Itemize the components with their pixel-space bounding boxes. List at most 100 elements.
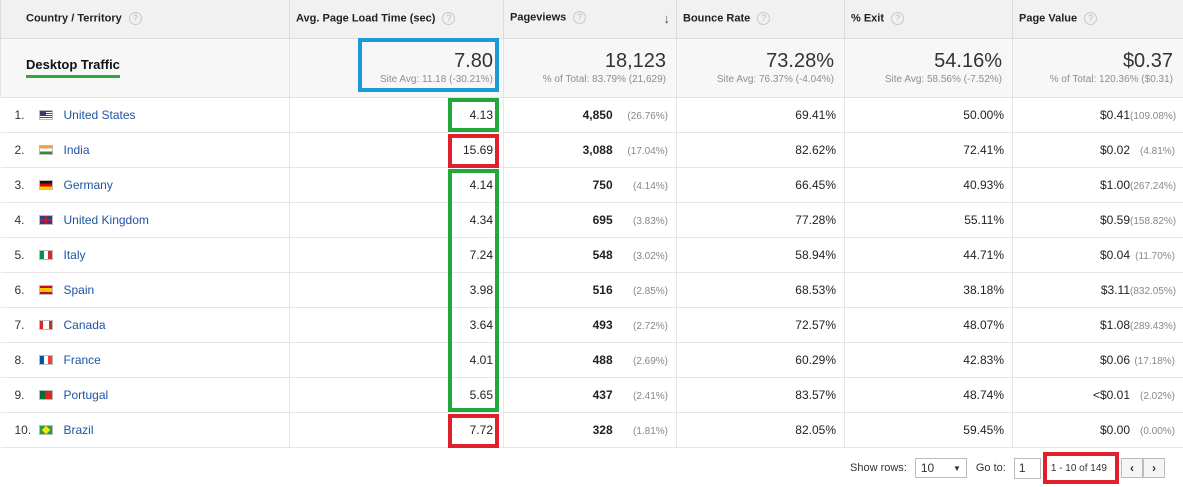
row-rank: 1. xyxy=(14,107,25,122)
flag-canton xyxy=(39,110,46,116)
page-value-percent: (2.02%) xyxy=(1139,390,1175,402)
bounce-rate-value: 66.45% xyxy=(795,177,836,192)
pageviews-value: 548 xyxy=(592,247,613,262)
country-link[interactable]: India xyxy=(63,142,90,157)
pagination-nav: ‹ › xyxy=(1120,458,1165,478)
table-row: 9. Portugal 5.65 437 (2.41%) 83.57% 48.74% <$0… xyxy=(0,377,1183,413)
row-rank: 10. xyxy=(14,422,32,437)
page-value-cell: $0.00 (0.00%) xyxy=(1012,412,1183,448)
page-value-percent: (289.43%) xyxy=(1130,320,1177,332)
bounce-rate-value: 60.29% xyxy=(795,352,836,367)
bounce-rate-cell: 82.62% xyxy=(676,132,845,168)
page-value-cell: $1.00(267.24%) xyxy=(1012,167,1183,203)
country-link[interactable]: United States xyxy=(63,107,136,122)
pageviews-percent: (17.04%) xyxy=(627,145,668,157)
flag-in-icon xyxy=(38,144,53,155)
sort-descending-icon[interactable]: ↓ xyxy=(663,11,671,27)
country-link[interactable]: Spain xyxy=(63,282,95,297)
flag-es-icon xyxy=(38,284,53,295)
exit-cell: 50.00% xyxy=(844,97,1013,133)
load-time-cell: 4.14 xyxy=(289,167,504,203)
country-link[interactable]: Brazil xyxy=(63,422,94,437)
pageviews-value: 750 xyxy=(592,177,613,192)
bounce-rate-value: 68.53% xyxy=(795,282,836,297)
pageviews-value: 437 xyxy=(592,387,613,402)
summary-page-value: $0.37 % of Total: 120.36% ($0.31) xyxy=(1012,37,1183,98)
pagination-range: 1 - 10 of 149 xyxy=(1050,462,1107,474)
pageviews-cell: 516 (2.85%) xyxy=(503,272,677,308)
help-icon[interactable]: ? xyxy=(1084,12,1098,26)
goto-input[interactable]: 1 xyxy=(1013,457,1041,479)
exit-value: 48.07% xyxy=(963,317,1004,332)
exit-value: 38.18% xyxy=(963,282,1004,297)
country-link[interactable]: United Kingdom xyxy=(63,212,149,227)
pageviews-percent: (2.72%) xyxy=(632,320,668,332)
country-cell: 1. United States xyxy=(0,97,290,133)
col-header-exit[interactable]: % Exit? xyxy=(844,0,1013,39)
page-value-value: $1.08 xyxy=(1099,317,1130,332)
exit-cell: 40.93% xyxy=(844,167,1013,203)
pageviews-percent: (2.41%) xyxy=(632,390,668,402)
next-page-button[interactable]: › xyxy=(1142,458,1165,478)
help-icon[interactable]: ? xyxy=(757,12,771,26)
help-icon[interactable]: ? xyxy=(573,11,587,25)
row-rank: 9. xyxy=(14,387,25,402)
exit-cell: 72.41% xyxy=(844,132,1013,168)
rows-body: 1. United States 4.13 4,850 (26.76%) 69.41% 5… xyxy=(0,97,1183,448)
bounce-rate-cell: 77.28% xyxy=(676,202,845,238)
prev-page-button[interactable]: ‹ xyxy=(1120,458,1143,478)
page-value-value: $0.00 xyxy=(1099,422,1130,437)
col-header-page-value[interactable]: Page Value? xyxy=(1012,0,1183,39)
country-link[interactable]: Italy xyxy=(63,247,86,262)
country-cell: 6. Spain xyxy=(0,272,290,308)
bounce-rate-value: 83.57% xyxy=(795,387,836,402)
page-value-value: $3.11 xyxy=(1100,282,1130,297)
country-cell: 3. Germany xyxy=(0,167,290,203)
country-link[interactable]: Canada xyxy=(63,317,106,332)
load-time-cell: 3.64 xyxy=(289,307,504,343)
flag-fr-icon xyxy=(38,354,53,365)
country-link[interactable]: France xyxy=(63,352,101,367)
col-header-pageviews[interactable]: Pageviews? ↓ xyxy=(503,0,677,39)
show-rows-select[interactable]: 10 ▼ xyxy=(914,458,967,478)
flag-us-icon xyxy=(38,109,53,120)
page-value-percent: (0.00%) xyxy=(1139,425,1175,437)
row-rank: 5. xyxy=(14,247,25,262)
col-header-bounce-rate[interactable]: Bounce Rate? xyxy=(676,0,845,39)
country-link[interactable]: Germany xyxy=(63,177,113,192)
load-time-value: 7.24 xyxy=(469,247,493,262)
col-header-load-time[interactable]: Avg. Page Load Time (sec)? xyxy=(289,0,504,39)
country-cell: 7. Canada xyxy=(0,307,290,343)
country-cell: 4. United Kingdom xyxy=(0,202,290,238)
goto-label: Go to: xyxy=(975,462,1006,474)
header-row: Country / Territory? Avg. Page Load Time… xyxy=(0,0,1183,39)
load-time-value: 4.01 xyxy=(469,352,493,367)
load-time-value: 7.72 xyxy=(469,422,493,437)
help-icon[interactable]: ? xyxy=(128,12,142,26)
table-row: 10. Brazil 7.72 328 (1.81%) 82.05% 59.45% $0.0… xyxy=(0,412,1183,448)
load-time-cell: 7.24 xyxy=(289,237,504,273)
pageviews-value: 3,088 xyxy=(582,142,613,157)
country-link[interactable]: Portugal xyxy=(63,387,109,402)
summary-pageviews: 18,123 % of Total: 83.79% (21,629) xyxy=(503,37,677,98)
row-rank: 4. xyxy=(14,212,25,227)
help-icon[interactable]: ? xyxy=(442,12,456,26)
report-table: Country / Territory? Avg. Page Load Time… xyxy=(0,0,1183,448)
page-value-percent: (17.18%) xyxy=(1134,355,1175,367)
page-value-value: $1.00 xyxy=(1099,177,1130,192)
page-value-cell: $0.02 (4.81%) xyxy=(1012,132,1183,168)
help-icon[interactable]: ? xyxy=(891,12,905,26)
load-time-value: 5.65 xyxy=(469,387,493,402)
flag-br-icon xyxy=(38,424,53,435)
pageviews-percent: (3.02%) xyxy=(632,250,668,262)
pageviews-value: 493 xyxy=(592,317,613,332)
col-header-country[interactable]: Country / Territory? xyxy=(0,0,290,39)
country-cell: 9. Portugal xyxy=(0,377,290,413)
country-cell: 2. India xyxy=(0,132,290,168)
flag-diamond xyxy=(41,425,50,434)
page-value-value: $0.04 xyxy=(1099,247,1130,262)
summary-value: 54.16% xyxy=(934,50,1002,72)
exit-value: 72.41% xyxy=(963,142,1004,157)
table-row: 4. United Kingdom 4.34 695 (3.83%) 77.28% 55.… xyxy=(0,202,1183,238)
row-rank: 3. xyxy=(14,177,25,192)
